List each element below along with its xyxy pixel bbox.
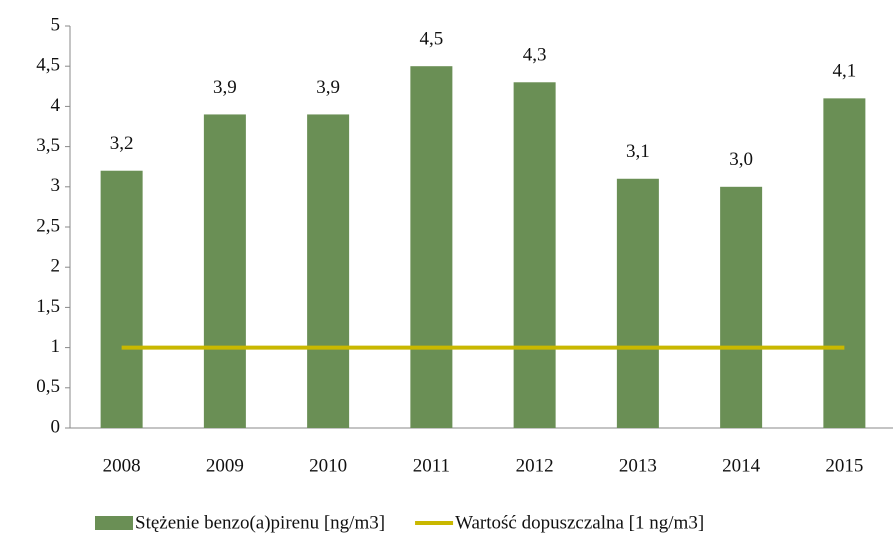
bar	[100, 170, 143, 428]
y-tick-label: 4,5	[36, 55, 60, 76]
y-tick-label: 1,5	[36, 296, 60, 317]
legend-label: Wartość dopuszczalna [1 ng/m3]	[455, 512, 704, 533]
data-label: 4,5	[420, 29, 444, 50]
x-tick-label: 2008	[103, 455, 141, 476]
x-tick-label: 2014	[722, 455, 761, 476]
y-tick-label: 0,5	[36, 376, 60, 397]
y-tick-label: 2	[51, 256, 61, 277]
bar	[513, 82, 556, 428]
data-label: 3,1	[626, 141, 650, 162]
y-tick-label: 4	[51, 95, 61, 116]
bar	[720, 186, 763, 428]
y-tick-label: 3	[51, 175, 61, 196]
data-label: 3,9	[213, 77, 237, 98]
data-label: 4,3	[523, 45, 547, 66]
data-label: 3,0	[729, 149, 753, 170]
x-tick-label: 2010	[309, 455, 347, 476]
y-tick-label: 5	[51, 14, 61, 35]
x-tick-label: 2009	[206, 455, 244, 476]
x-tick-label: 2015	[825, 455, 863, 476]
data-label: 3,2	[110, 133, 134, 154]
y-tick-label: 3,5	[36, 135, 60, 156]
data-label: 4,1	[833, 61, 857, 82]
bar	[410, 66, 453, 428]
x-tick-label: 2012	[516, 455, 554, 476]
bar	[307, 114, 350, 428]
bar	[203, 114, 246, 428]
data-label: 3,9	[316, 77, 340, 98]
y-tick-label: 2,5	[36, 215, 60, 236]
x-tick-label: 2013	[619, 455, 657, 476]
bar	[616, 178, 659, 428]
x-tick-label: 2011	[413, 455, 450, 476]
bar	[823, 98, 866, 429]
y-tick-label: 0	[51, 416, 61, 437]
legend-swatch	[95, 516, 133, 530]
legend-label: Stężenie benzo(a)pirenu [ng/m3]	[135, 512, 385, 533]
y-tick-label: 1	[51, 336, 61, 357]
